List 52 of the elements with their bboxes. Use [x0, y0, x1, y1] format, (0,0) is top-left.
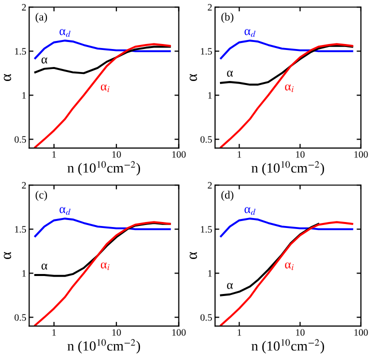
y-tick-label: 0.5	[200, 314, 212, 321]
series-label: α	[227, 283, 233, 290]
x-tick-label: 100	[172, 151, 186, 158]
y-axis-title: α	[4, 74, 12, 82]
x-tick-label: 10	[296, 329, 305, 336]
series-label: α	[42, 57, 48, 64]
y-tick-label: 0.5	[14, 136, 26, 143]
x-axis-title: n (10$^{10}$cm$^{−2}$)	[68, 161, 140, 176]
x-tick-label: 100	[354, 329, 368, 336]
y-axis-title: α	[190, 74, 198, 82]
annotation: (a)	[36, 12, 47, 23]
series-label: α$_{i}$	[285, 262, 294, 270]
x-axis-title: n (10$^{10}$cm$^{−2}$)	[252, 339, 324, 354]
x-tick-label: 10	[112, 151, 121, 158]
y-tick-label: 0.5	[14, 314, 26, 321]
y-tick-label: 2	[208, 182, 212, 188]
x-tick-label: 1	[52, 329, 56, 336]
series-label: α$_{i}$	[285, 84, 294, 92]
series-label: α$_{d}$	[60, 207, 70, 215]
y-tick-label: 1.5	[15, 226, 26, 233]
series-label: α$_{i}$	[100, 84, 110, 92]
series-label: α	[227, 70, 233, 77]
annotation: (d)	[221, 190, 234, 201]
y-axis-title: α	[4, 252, 12, 260]
series-label: α	[42, 264, 48, 270]
x-tick-label: 100	[172, 329, 186, 336]
x-axis-title: n (10$^{10}$cm$^{−2}$)	[68, 339, 140, 354]
series-label: α$_{i}$	[100, 262, 110, 270]
y-axis-title: α	[190, 252, 198, 260]
y-tick-label: 2	[22, 4, 26, 10]
y-tick-label: 1	[208, 92, 212, 99]
x-tick-label: 1	[238, 151, 242, 158]
x-tick-label: 10	[296, 151, 305, 158]
y-tick-label: 2	[208, 4, 212, 10]
x-tick-label: 1	[238, 329, 242, 336]
y-tick-label: 1.5	[200, 48, 212, 55]
x-tick-label: 1	[52, 151, 56, 158]
series-label: α$_{d}$	[244, 207, 256, 215]
y-tick-label: 1.5	[200, 226, 212, 233]
y-tick-label: 1	[22, 92, 26, 99]
x-tick-label: 100	[354, 151, 368, 158]
y-tick-label: 1	[22, 270, 26, 277]
annotation: (b)	[221, 12, 234, 23]
x-axis-title: n (10$^{10}$cm$^{−2}$)	[252, 161, 324, 176]
y-tick-label: 2	[22, 182, 26, 188]
y-tick-label: 1.5	[15, 48, 26, 55]
y-tick-label: 0.5	[200, 136, 212, 143]
x-tick-label: 10	[112, 329, 121, 336]
y-tick-label: 1	[208, 270, 212, 277]
series-label: α$_{d}$	[60, 29, 70, 37]
annotation: (c)	[36, 190, 47, 201]
series-label: α$_{d}$	[244, 29, 256, 37]
